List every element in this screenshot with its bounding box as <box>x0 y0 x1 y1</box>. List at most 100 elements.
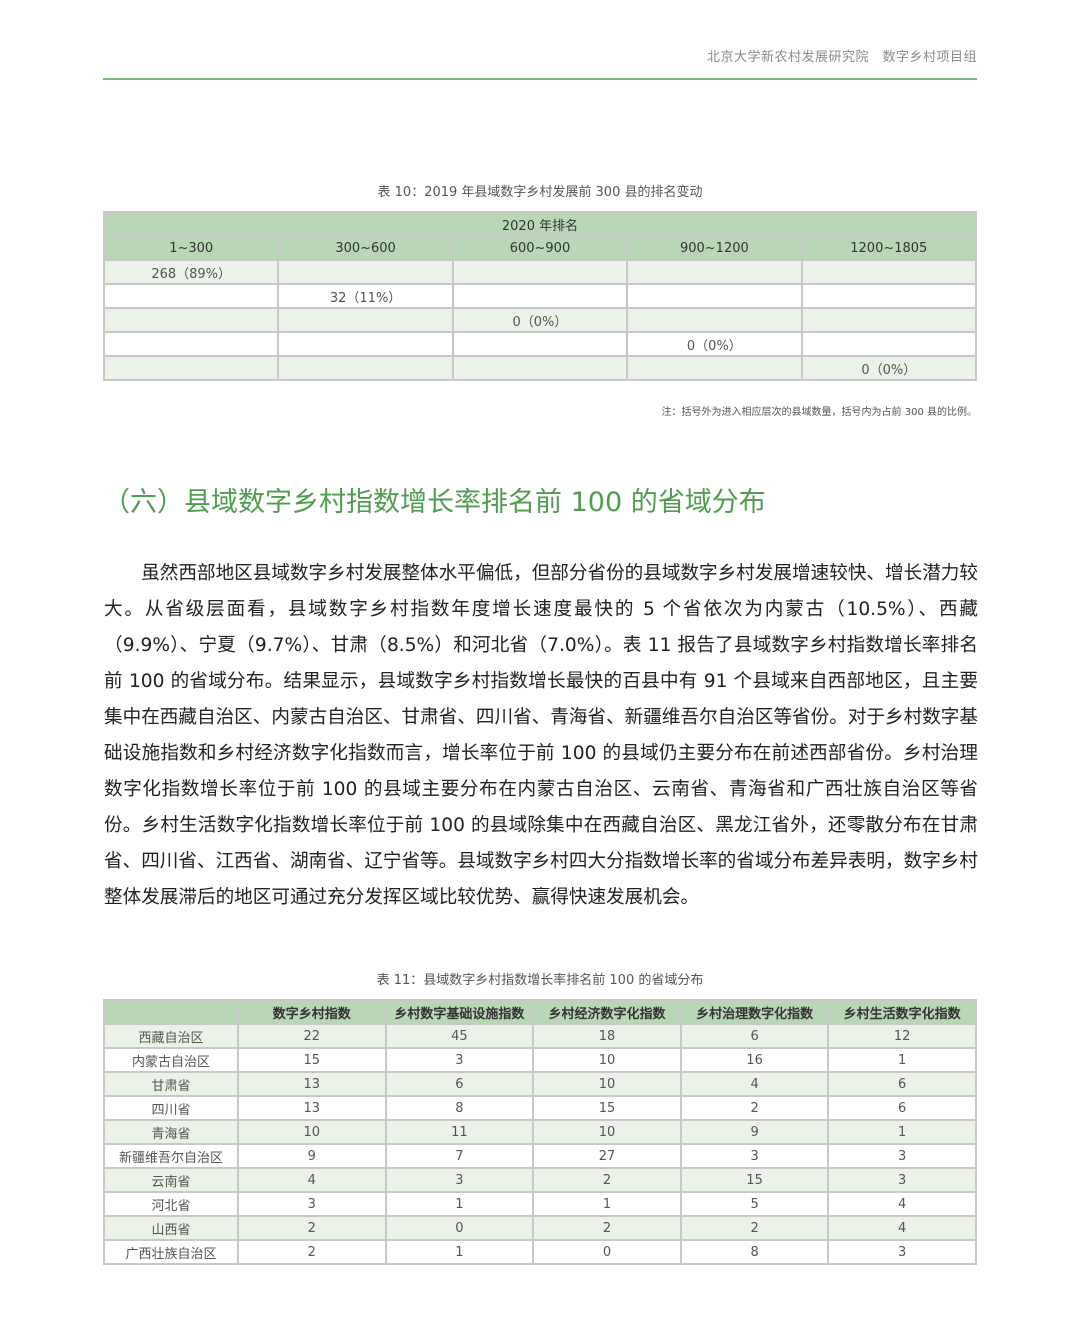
province-cell: 云南省 <box>103 1167 239 1193</box>
table-cell <box>277 331 454 357</box>
table-cell: 15 <box>237 1047 387 1073</box>
table-row: 0（0%） <box>102 331 978 357</box>
table10-column-header: 300~600 <box>277 235 454 261</box>
table-cell: 13 <box>237 1071 387 1097</box>
table-row: 云南省 4 3 2 15 3 <box>103 1167 977 1193</box>
table-cell: 2 <box>532 1215 682 1241</box>
table-row: 广西壮族自治区 2 1 0 8 3 <box>103 1239 977 1265</box>
table-cell: 16 <box>679 1047 830 1073</box>
table-row: 青海省 10 11 10 9 1 <box>103 1119 977 1145</box>
table-cell <box>800 283 978 309</box>
table-cell: 1 <box>827 1119 977 1145</box>
table-cell: 10 <box>532 1071 682 1097</box>
table-cell: 3 <box>384 1167 535 1193</box>
table-cell <box>451 355 629 381</box>
province-cell: 广西壮族自治区 <box>103 1239 239 1265</box>
table-cell: 3 <box>827 1143 977 1169</box>
table-cell <box>277 259 454 285</box>
table-cell <box>102 283 280 309</box>
table-cell <box>451 331 629 357</box>
table-cell: 12 <box>827 1023 977 1049</box>
table11-column-header: 乡村经济数字化指数 <box>532 999 682 1025</box>
table-cell: 11 <box>384 1119 535 1145</box>
table-cell <box>277 355 454 381</box>
table-cell: 27 <box>532 1143 682 1169</box>
table-row: 内蒙古自治区 15 3 10 16 1 <box>103 1047 977 1073</box>
table-cell <box>277 307 454 333</box>
table-cell: 2 <box>679 1095 830 1121</box>
table-row: 0（0%） <box>102 307 978 333</box>
province-cell: 西藏自治区 <box>103 1023 239 1049</box>
province-cell: 河北省 <box>103 1191 239 1217</box>
table-cell: 3 <box>827 1167 977 1193</box>
table-cell: 9 <box>679 1119 830 1145</box>
table-cell: 0（0%） <box>800 355 978 381</box>
table-row: 268（89%） <box>102 259 978 285</box>
table-cell: 0 <box>532 1239 682 1265</box>
table-cell: 3 <box>384 1047 535 1073</box>
table11-column-header: 乡村治理数字化指数 <box>679 999 830 1025</box>
table-cell: 0（0%） <box>451 307 629 333</box>
table11: 数字乡村指数 乡村数字基础设施指数 乡村经济数字化指数 乡村治理数字化指数 乡村生活数字… <box>103 999 977 1265</box>
table11-column-header: 数字乡村指数 <box>237 999 387 1025</box>
province-cell: 四川省 <box>103 1095 239 1121</box>
body-paragraph: 虽然西部地区县域数字乡村发展整体水平偏低，但部分省份的县域数字乡村发展增速较快、… <box>104 563 978 908</box>
table-row: 四川省 13 8 15 2 6 <box>103 1095 977 1121</box>
table-cell: 6 <box>827 1095 977 1121</box>
table-cell: 2 <box>679 1215 830 1241</box>
table-row: 山西省 2 0 2 2 4 <box>103 1215 977 1241</box>
table-cell: 4 <box>827 1215 977 1241</box>
table-cell <box>102 307 280 333</box>
table-cell: 6 <box>384 1071 535 1097</box>
table10-column-header: 900~1200 <box>626 235 803 261</box>
table-cell <box>451 259 629 285</box>
table-cell: 3 <box>679 1143 830 1169</box>
running-header: 北京大学新农村发展研究院 数字乡村项目组 <box>706 50 977 65</box>
table-cell: 2 <box>237 1215 387 1241</box>
table-row: 西藏自治区 22 45 18 6 12 <box>103 1023 977 1049</box>
table-cell: 4 <box>827 1191 977 1217</box>
table-cell: 5 <box>679 1191 830 1217</box>
table-cell: 1 <box>532 1191 682 1217</box>
table-cell: 7 <box>384 1143 535 1169</box>
table-cell <box>626 307 803 333</box>
table-cell <box>800 259 978 285</box>
header-rule <box>103 78 977 80</box>
table-cell: 1 <box>384 1239 535 1265</box>
table-cell <box>626 283 803 309</box>
table-cell: 6 <box>827 1071 977 1097</box>
table-cell: 13 <box>237 1095 387 1121</box>
table-cell: 0 <box>384 1215 535 1241</box>
table-cell: 2 <box>532 1167 682 1193</box>
table10-column-header: 600~900 <box>451 235 629 261</box>
province-cell: 山西省 <box>103 1215 239 1241</box>
table-cell: 32（11%） <box>277 283 454 309</box>
table-cell: 15 <box>679 1167 830 1193</box>
table10-caption: 表 10：2019 年县域数字乡村发展前 300 县的排名变动 <box>377 185 703 200</box>
table-cell: 268（89%） <box>102 259 280 285</box>
table-cell <box>626 355 803 381</box>
table-cell: 2 <box>237 1239 387 1265</box>
table10-column-header: 1200~1805 <box>800 235 978 261</box>
province-cell: 内蒙古自治区 <box>103 1047 239 1073</box>
table-cell: 15 <box>532 1095 682 1121</box>
table-cell: 45 <box>384 1023 535 1049</box>
table-row: 河北省 3 1 1 5 4 <box>103 1191 977 1217</box>
table-cell: 4 <box>679 1071 830 1097</box>
table-cell: 4 <box>237 1167 387 1193</box>
table-cell: 9 <box>237 1143 387 1169</box>
table10: 2020 年排名 1~300 300~600 600~900 900~1200 1200… <box>102 211 978 381</box>
table-cell: 6 <box>679 1023 830 1049</box>
table11-column-header <box>103 999 239 1025</box>
table-cell: 8 <box>384 1095 535 1121</box>
table-cell: 10 <box>532 1119 682 1145</box>
table-cell <box>102 331 280 357</box>
table-cell: 8 <box>679 1239 830 1265</box>
table-cell: 0（0%） <box>626 331 803 357</box>
table-cell <box>626 259 803 285</box>
table-cell: 1 <box>384 1191 535 1217</box>
table10-super-header: 2020 年排名 <box>103 211 977 237</box>
table-row: 甘肃省 13 6 10 4 6 <box>103 1071 977 1097</box>
table-cell <box>102 355 280 381</box>
